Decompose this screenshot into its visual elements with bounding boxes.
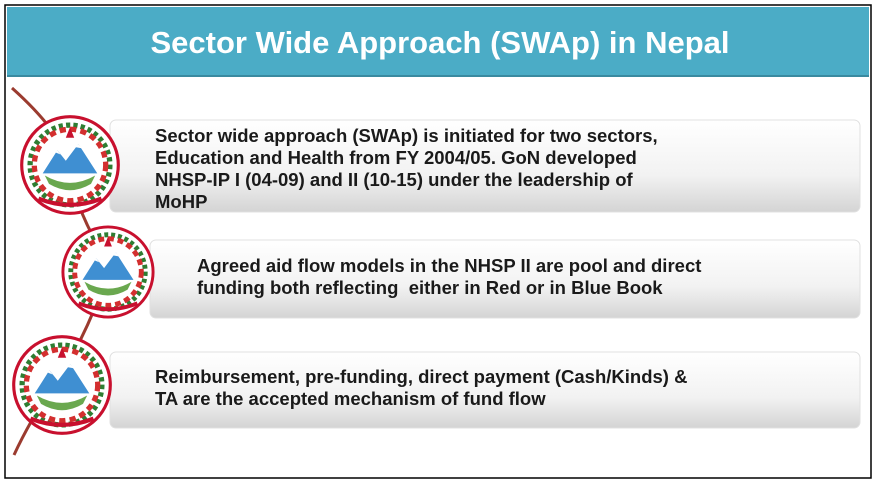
item-text-line: NHSP-IP I (04-09) and II (10-15) under t… [155,169,634,190]
items: Sector wide approach (SWAp) is initiated… [14,117,861,434]
item-text-line: Sector wide approach (SWAp) is initiated… [155,125,658,146]
emblem [63,227,153,317]
emblem [22,117,119,214]
item-text-line: MoHP [155,191,207,212]
item: Agreed aid flow models in the NHSP II ar… [63,227,861,318]
item-text-line: funding both reflecting either in Red or… [197,277,663,298]
item-text-line: Reimbursement, pre-funding, direct payme… [155,366,687,387]
item-text-line: TA are the accepted mechanism of fund fl… [155,388,546,409]
emblem [14,337,111,434]
item-text-line: Education and Health from FY 2004/05. Go… [155,147,637,168]
item-text-line: Agreed aid flow models in the NHSP II ar… [197,255,701,276]
title-bar [7,7,869,76]
title: Sector Wide Approach (SWAp) in Nepal [150,25,729,60]
item: Reimbursement, pre-funding, direct payme… [14,337,861,434]
item: Sector wide approach (SWAp) is initiated… [22,117,861,214]
